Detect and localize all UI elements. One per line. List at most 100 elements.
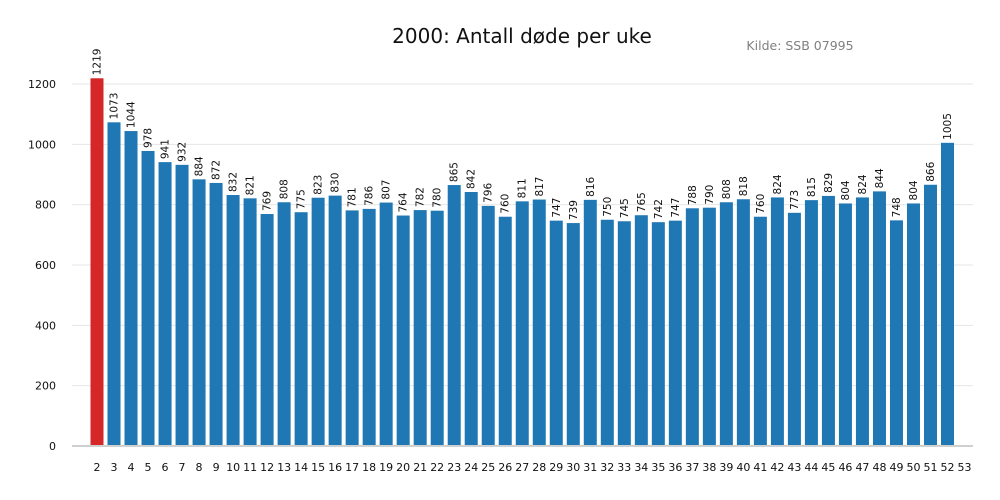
bar-week-47 — [855, 197, 869, 446]
bar-week-18 — [362, 208, 376, 446]
data-label-week-15: 823 — [313, 175, 325, 195]
bar-week-19 — [379, 202, 393, 446]
bar-week-33 — [617, 221, 631, 446]
data-label-week-27: 811 — [517, 178, 529, 198]
data-label-week-43: 773 — [789, 190, 801, 210]
x-tick-label: 45 — [821, 461, 835, 474]
bar-week-24 — [464, 192, 478, 446]
bar-week-14 — [294, 212, 308, 446]
data-label-week-5: 978 — [143, 128, 155, 148]
data-label-week-32: 750 — [602, 197, 614, 217]
data-label-week-40: 818 — [738, 176, 750, 196]
bar-week-20 — [396, 215, 410, 446]
data-label-week-20: 764 — [398, 192, 410, 212]
bar-week-26 — [498, 216, 512, 446]
x-tick-label: 3 — [111, 461, 118, 474]
data-label-week-18: 786 — [364, 186, 376, 206]
x-tick-label: 20 — [396, 461, 410, 474]
bar-week-3 — [107, 122, 121, 446]
bar-week-5 — [141, 150, 155, 446]
bar-week-8 — [192, 179, 206, 446]
data-label-week-41: 760 — [755, 194, 767, 214]
data-label-week-14: 775 — [296, 189, 308, 209]
bar-week-49 — [889, 220, 903, 446]
data-label-week-33: 745 — [619, 198, 631, 218]
x-tick-label: 27 — [515, 461, 529, 474]
data-label-week-11: 821 — [245, 175, 257, 195]
data-label-week-44: 815 — [806, 177, 818, 197]
bar-week-17 — [345, 210, 359, 446]
data-label-week-49: 748 — [891, 197, 903, 217]
y-tick-label: 800 — [35, 199, 56, 212]
y-tick-label: 200 — [35, 380, 56, 393]
data-label-week-16: 830 — [330, 173, 342, 193]
chart-source: Kilde: SSB 07995 — [746, 38, 853, 53]
bar-week-52 — [941, 142, 954, 446]
x-tick-label: 16 — [328, 461, 342, 474]
x-tick-label: 17 — [345, 461, 359, 474]
bar-week-51 — [923, 184, 937, 446]
bar-week-22 — [430, 210, 444, 446]
y-tick-label: 400 — [35, 319, 56, 332]
data-label-week-19: 807 — [381, 180, 393, 200]
bar-week-43 — [787, 212, 801, 446]
bar-week-36 — [668, 220, 682, 446]
data-label-week-13: 808 — [279, 179, 291, 199]
x-tick-label: 42 — [770, 461, 784, 474]
data-label-week-47: 824 — [857, 174, 869, 194]
bar-week-4 — [124, 131, 138, 446]
x-tick-label: 14 — [294, 461, 308, 474]
data-label-week-26: 760 — [500, 194, 512, 214]
data-label-week-4: 1044 — [126, 101, 138, 128]
x-tick-label: 38 — [702, 461, 716, 474]
bar-week-40 — [736, 199, 750, 446]
x-tick-label: 15 — [311, 461, 325, 474]
x-axis-ticks: 2 3 4 5 6 7 8 9 10 11 12 13 14 15 16 17 18 19 20 21 22 23 24 25… — [94, 461, 972, 474]
y-tick-label: 0 — [49, 440, 56, 453]
data-label-week-28: 817 — [534, 176, 546, 196]
y-tick-label: 1200 — [28, 78, 56, 91]
x-tick-label: 19 — [379, 461, 393, 474]
x-tick-label: 13 — [277, 461, 291, 474]
bar-week-31 — [583, 199, 597, 446]
x-tick-label: 18 — [362, 461, 376, 474]
data-label-week-10: 832 — [228, 172, 240, 192]
x-tick-label: 2 — [94, 461, 101, 474]
x-tick-label: 34 — [634, 461, 648, 474]
x-tick-label: 10 — [226, 461, 240, 474]
x-tick-label: 48 — [872, 461, 886, 474]
x-tick-label: 4 — [128, 461, 135, 474]
x-tick-label: 35 — [651, 461, 665, 474]
x-tick-label: 37 — [685, 461, 699, 474]
data-label-week-24: 842 — [466, 169, 478, 189]
bar-week-27 — [515, 201, 529, 446]
x-tick-label: 50 — [906, 461, 920, 474]
x-tick-label: 24 — [464, 461, 478, 474]
chart-title: 2000: Antall døde per uke — [392, 24, 652, 48]
y-tick-label: 1000 — [28, 138, 56, 151]
x-tick-label: 7 — [179, 461, 186, 474]
x-tick-label: 25 — [481, 461, 495, 474]
data-label-week-37: 788 — [687, 185, 699, 205]
data-label-week-35: 742 — [653, 199, 665, 219]
data-label-week-50: 804 — [908, 180, 920, 200]
bar-week-11 — [243, 198, 257, 446]
bar-week-37 — [685, 208, 699, 446]
x-tick-label: 53 — [958, 461, 972, 474]
bar-week-35 — [651, 222, 665, 446]
x-tick-label: 36 — [668, 461, 682, 474]
bar-week-41 — [753, 216, 767, 446]
bar-week-10 — [226, 195, 240, 446]
bar-week-34 — [634, 215, 648, 446]
x-tick-label: 41 — [753, 461, 767, 474]
x-tick-label: 12 — [260, 461, 274, 474]
bar-week-46 — [838, 203, 852, 446]
bar-week-28 — [532, 199, 546, 446]
bars — [90, 78, 954, 447]
data-label-week-30: 739 — [568, 200, 580, 220]
data-label-week-12: 769 — [262, 191, 274, 211]
bar-week-12 — [260, 214, 274, 446]
x-tick-label: 40 — [736, 461, 750, 474]
bar-week-25 — [481, 205, 495, 446]
